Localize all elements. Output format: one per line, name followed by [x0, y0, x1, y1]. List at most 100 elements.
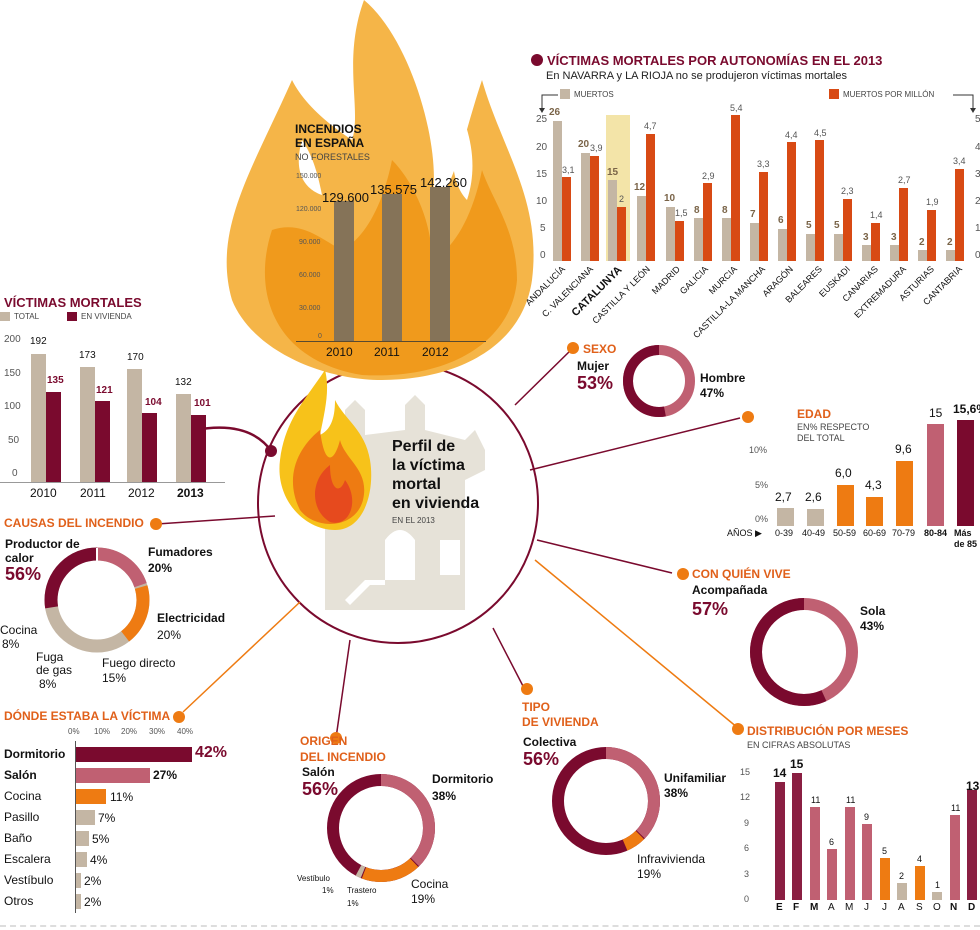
xtick: 2011: [374, 345, 400, 359]
ytick-right: 3: [975, 169, 980, 180]
bar-muertos: [778, 229, 787, 261]
legend-vivienda: EN VIVIENDA: [81, 312, 132, 321]
edad-axis-label: AÑOS ▶: [727, 528, 762, 538]
autonomias-xlabels: ANDALUCÍA C. VALENCIANA CATALUNYA CASTIL…: [510, 262, 980, 342]
bar-month: [950, 815, 960, 900]
value: 11: [811, 795, 821, 805]
row-value: 4%: [90, 853, 108, 867]
bar-millon: [871, 223, 880, 261]
bar-2010: [334, 201, 354, 341]
edad-chart: 10% 5% 0% 2,7 2,6 6,0 4,3 9,6 15 15,6%: [745, 402, 980, 526]
causas-donut: [44, 547, 150, 653]
ytick: 12: [740, 792, 751, 802]
value-millon: 3,4: [953, 156, 966, 166]
sexo-hombre-pct: 47%: [700, 386, 725, 400]
bar-month: [915, 866, 925, 900]
bar-millon: [731, 115, 740, 261]
origen-pct: 19%: [411, 892, 436, 906]
bar-month: [967, 790, 977, 900]
xtick: E: [776, 902, 783, 913]
row-label: Vestíbulo: [4, 873, 54, 887]
donde-title: DÓNDE ESTABA LA VÍCTIMA: [4, 709, 171, 723]
bar-total-2011: [80, 367, 95, 482]
row-value: 5%: [92, 832, 110, 846]
xtick: 2011: [80, 486, 106, 500]
tipo-title-1: TIPO: [522, 700, 551, 714]
tipo-pct: 38%: [664, 786, 689, 800]
row-label: Baño: [4, 831, 33, 845]
bar-millon: [899, 188, 908, 261]
causa-pct: 56%: [5, 564, 42, 584]
row-value: 11%: [110, 790, 134, 804]
xtick: 30%: [149, 727, 166, 736]
autonomias-title: VÍCTIMAS MORTALES POR AUTONOMÍAS EN EL 2…: [547, 53, 883, 68]
value: 6,0: [835, 466, 852, 480]
value: 2,6: [805, 490, 822, 504]
ytick-left: 0: [540, 250, 546, 261]
value-millon: 2,3: [841, 186, 854, 196]
origen-label: Trastero: [347, 886, 377, 895]
bar-muertos: [918, 250, 927, 261]
ytick: 200: [4, 334, 21, 345]
value-muertos: 12: [634, 182, 646, 193]
sexo-mujer-label: Mujer: [577, 359, 610, 373]
sexo-dot: [567, 342, 579, 354]
ytick: 0: [318, 333, 322, 340]
xtick: J: [864, 902, 869, 913]
causa-label: Fuego directo: [102, 656, 176, 670]
bar-muertos: [581, 153, 590, 261]
origen-pct: 38%: [432, 789, 457, 803]
row-label: Otros: [4, 894, 34, 908]
bar-millon: [815, 140, 824, 261]
bar-millon: [590, 156, 599, 261]
bar-total-2010: [31, 354, 46, 482]
bar-row: [76, 768, 150, 783]
tipo-pct: 56%: [523, 749, 560, 769]
xtick: N: [950, 902, 958, 913]
ytick: 5%: [755, 480, 769, 490]
bar-total-2013: [176, 394, 191, 482]
origen-pct: 1%: [322, 886, 334, 895]
central-title-1: Perfil de: [392, 438, 456, 455]
bar-muertos: [862, 245, 871, 261]
donde-chart: 0% 10% 20% 30% 40% Dormitorio 42% Salón …: [0, 727, 250, 913]
bar-millon: [955, 169, 964, 261]
value-2010: 129.600: [322, 190, 369, 205]
value-muertos: 8: [694, 205, 700, 216]
row-value: 2%: [84, 895, 102, 909]
origen-label: Dormitorio: [432, 772, 494, 786]
central-title-4: en vivienda: [392, 495, 480, 512]
value: 9,6: [895, 442, 912, 456]
value-millon: 1,9: [926, 197, 939, 207]
bar-millon: [759, 172, 768, 261]
bar-millon: [617, 207, 626, 261]
conquien-donut: [750, 598, 858, 706]
ytick: 0: [12, 468, 18, 479]
victimas-legend: TOTAL EN VIVIENDA: [0, 312, 132, 321]
value: 6: [829, 837, 835, 847]
victimas-title: VÍCTIMAS MORTALES: [4, 295, 142, 310]
causa-label: Cocina: [0, 623, 38, 637]
sexo-donut: [623, 345, 695, 417]
value-millon: 3,1: [562, 165, 575, 175]
legend-swatch-millon: [829, 89, 839, 99]
ytick: 150: [4, 368, 21, 379]
value-muertos: 20: [578, 139, 590, 150]
meses-subtitle: EN CIFRAS ABSOLUTAS: [747, 740, 851, 750]
value-muertos: 7: [750, 209, 756, 220]
ytick: 150.000: [296, 173, 322, 180]
value: 13: [966, 779, 980, 793]
value: 5: [882, 846, 888, 856]
bar-vivienda-2011: [95, 401, 110, 482]
meses-xlabels: E F M A M J J A S O N D: [740, 902, 980, 916]
value: 1: [935, 880, 941, 890]
value-millon: 2: [619, 194, 625, 204]
bar-millon: [675, 221, 684, 261]
incendios-title: INCENDIOS EN ESPAÑA NO FORESTALES: [295, 122, 370, 162]
value: 135: [47, 375, 64, 386]
xtick: A: [898, 902, 905, 913]
row-value: 42%: [195, 744, 228, 761]
ytick-right: 0: [975, 250, 980, 261]
row-label: Cocina: [4, 789, 42, 803]
bar-age: [837, 485, 854, 526]
